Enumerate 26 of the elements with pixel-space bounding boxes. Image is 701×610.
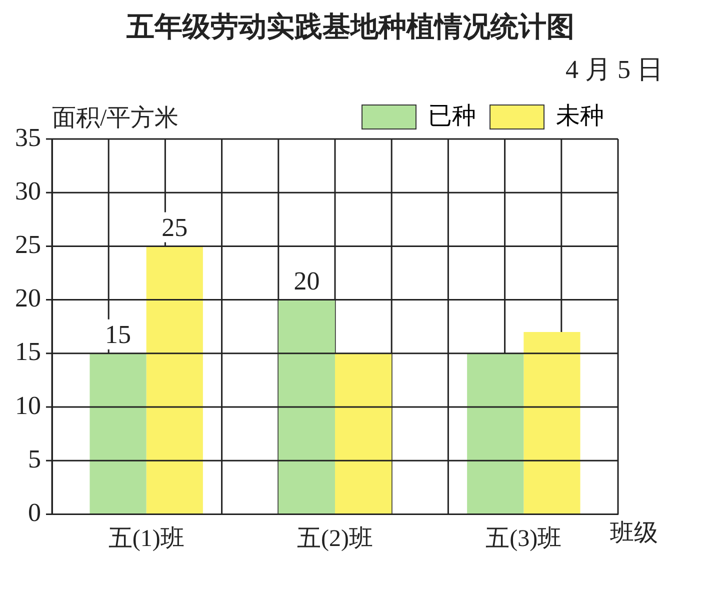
bar: [278, 300, 335, 514]
x-axis-title: 班级: [610, 520, 658, 546]
bar: [335, 353, 392, 514]
bar: [467, 353, 524, 514]
y-tick-label: 15: [15, 337, 41, 366]
x-tick-label: 五(2)班: [297, 526, 373, 552]
chart-subtitle: 4 月 5 日: [564, 54, 663, 86]
y-tick-label: 30: [15, 176, 41, 206]
y-tick-label: 5: [28, 444, 41, 474]
bar: [524, 332, 580, 514]
bar: [146, 246, 203, 514]
data-label: 20: [294, 266, 320, 296]
data-label: 15: [105, 320, 132, 350]
chart-title: 五年级劳动实践基地种植情况统计图: [126, 9, 576, 45]
y-tick-label: 25: [15, 230, 41, 260]
y-tick-label: 0: [28, 498, 41, 528]
y-tick-label: 20: [15, 284, 41, 313]
legend-label: 已种: [428, 103, 476, 130]
legend-label: 未种: [556, 103, 604, 130]
data-label: 25: [162, 213, 188, 242]
x-tick-label: 五(1)班: [108, 526, 184, 552]
bar: [90, 353, 146, 514]
y-tick-label: 10: [15, 390, 41, 420]
y-axis-title: 面积/平方米: [52, 104, 179, 132]
y-tick-label: 35: [15, 122, 41, 152]
x-tick-label: 五(3)班: [486, 526, 562, 552]
